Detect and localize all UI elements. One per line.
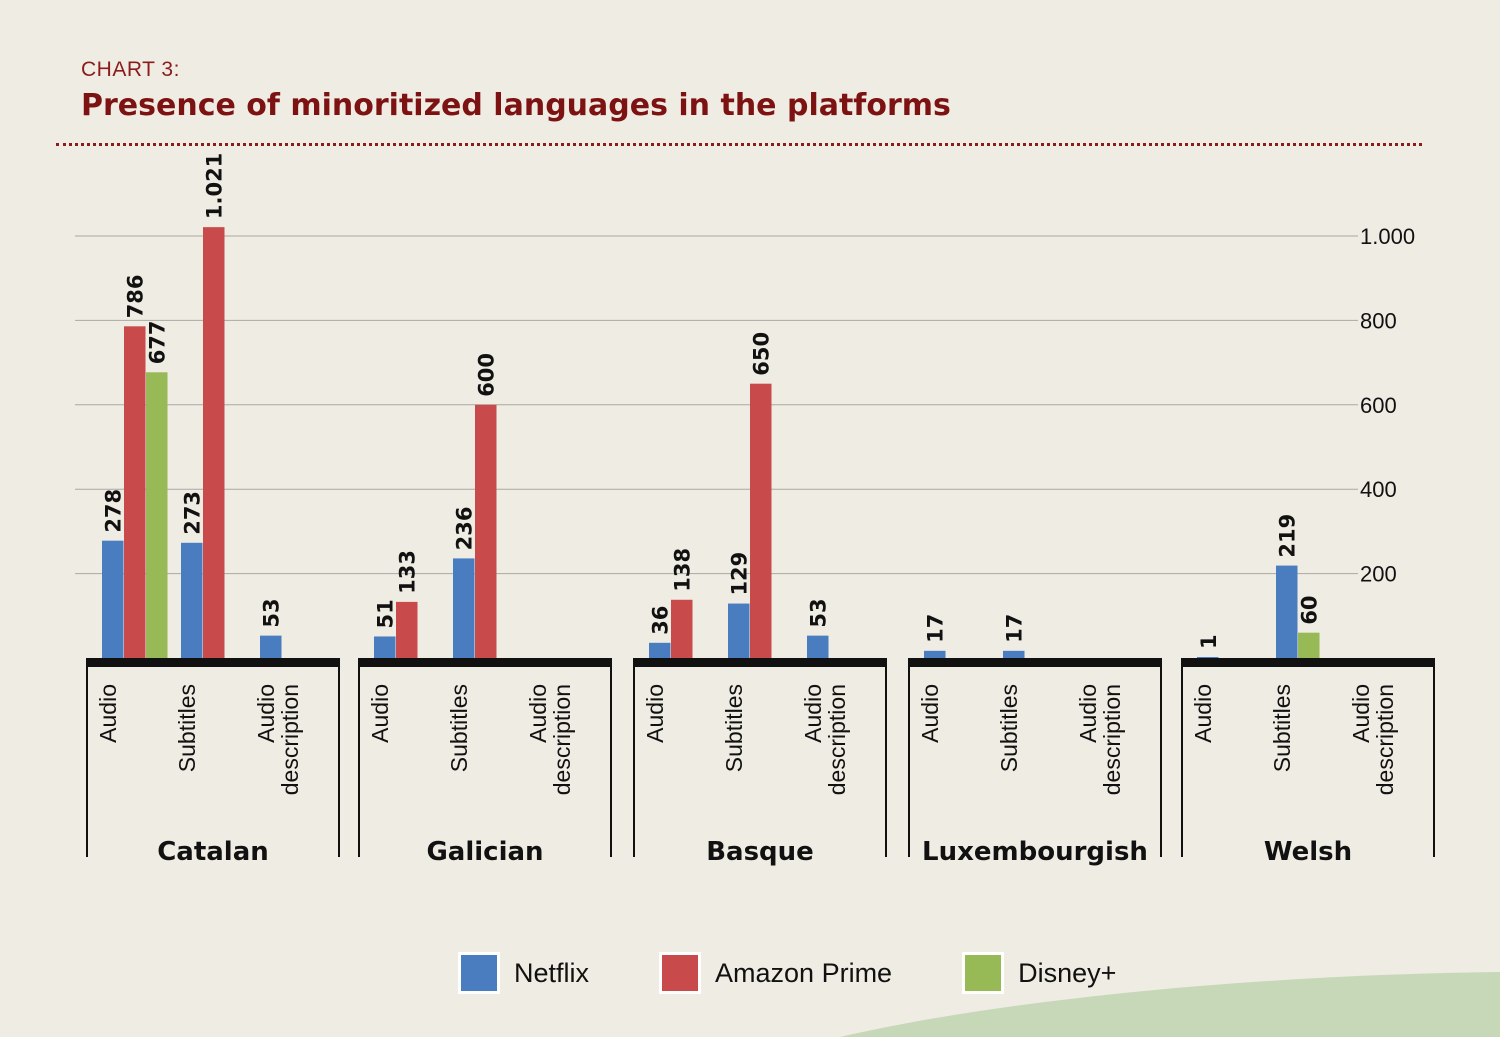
bar-netflix-catalan-audio-description [260, 635, 282, 658]
y-tick-label: 200 [1360, 562, 1397, 587]
group-label-galician: Galician [426, 837, 543, 867]
data-label: 278 [102, 489, 126, 533]
bar-netflix-catalan-audio [102, 540, 124, 658]
data-label: 600 [475, 353, 499, 397]
group-label-welsh: Welsh [1264, 837, 1352, 867]
legend-label-netflix: Netflix [514, 957, 590, 988]
bar-disney-welsh-subtitles [1298, 632, 1320, 658]
legend-item-disney-plus: Disney+ [962, 952, 1116, 994]
data-label: 129 [728, 552, 752, 596]
legend-label-amazon-prime: Amazon Prime [715, 957, 893, 988]
bar-amazon-prime-galician-subtitles [475, 404, 497, 658]
data-label: 51 [374, 599, 398, 628]
category-label-audio: Audio [1190, 684, 1216, 743]
data-label: 17 [1003, 614, 1027, 643]
group-baseline-catalan [86, 658, 340, 667]
category-label-audio: Audio [917, 684, 943, 743]
group-baseline-luxembourgish [908, 658, 1162, 667]
y-tick-label: 400 [1360, 477, 1397, 502]
data-label: 650 [750, 332, 774, 376]
bar-netflix-luxembourgish-audio [924, 650, 946, 658]
legend-swatch-amazon-prime [659, 952, 702, 994]
category-label-subtitles: Subtitles [1269, 684, 1295, 772]
legend-label-disney-plus: Disney+ [1018, 957, 1117, 988]
legend-swatch-netflix [458, 952, 500, 994]
group-label-basque: Basque [706, 837, 814, 867]
bar-netflix-welsh-audio [1197, 657, 1219, 658]
data-label: 133 [396, 550, 420, 594]
category-label-audio-description: Audio [1075, 684, 1101, 743]
bar-netflix-luxembourgish-subtitles [1003, 650, 1025, 658]
bar-amazon-prime-catalan-audio [124, 326, 146, 658]
chart-kicker: CHART 3: [81, 58, 180, 81]
category-label-audio-description: description [549, 684, 575, 795]
data-label: 236 [453, 507, 477, 551]
bar-amazon-prime-catalan-subtitles [203, 227, 225, 658]
y-tick-label: 1.000 [1360, 224, 1415, 249]
y-tick-label: 600 [1360, 393, 1397, 418]
bar-netflix-catalan-subtitles [181, 542, 203, 658]
bar-amazon-prime-galician-audio [396, 601, 418, 658]
category-label-audio-description: Audio [525, 684, 551, 743]
category-label-audio-description: description [1372, 684, 1398, 795]
data-label: 60 [1298, 595, 1322, 624]
bar-netflix-basque-audio-description [807, 635, 829, 658]
category-label-audio-description: Audio [253, 684, 279, 743]
data-label: 53 [260, 598, 284, 627]
data-label: 786 [124, 274, 148, 318]
bar-netflix-galician-subtitles [453, 558, 475, 658]
group-baseline-galician [358, 658, 612, 667]
bar-disney-catalan-audio [146, 372, 168, 658]
bar-netflix-basque-audio [649, 642, 671, 658]
data-label: 17 [924, 614, 948, 643]
legend-item-netflix: Netflix [458, 952, 589, 994]
data-label: 1 [1197, 634, 1221, 649]
category-label-audio: Audio [367, 684, 393, 743]
bar-amazon-prime-basque-subtitles [750, 383, 772, 658]
data-label: 1.021 [203, 153, 227, 219]
category-label-audio: Audio [95, 684, 121, 743]
bar-netflix-galician-audio [374, 636, 396, 658]
category-label-subtitles: Subtitles [996, 684, 1022, 772]
bar-netflix-welsh-subtitles [1276, 565, 1298, 658]
category-label-audio-description: description [824, 684, 850, 795]
data-label: 138 [671, 548, 695, 592]
legend-swatch-disney-plus [962, 952, 1005, 994]
data-label: 273 [181, 491, 205, 535]
group-label-luxembourgish: Luxembourgish [922, 837, 1148, 867]
category-label-subtitles: Subtitles [721, 684, 747, 772]
group-baseline-welsh [1181, 658, 1435, 667]
category-label-audio-description: description [277, 684, 303, 795]
group-baseline-basque [633, 658, 887, 667]
category-label-audio-description: Audio [800, 684, 826, 743]
category-label-subtitles: Subtitles [446, 684, 472, 772]
data-label: 677 [146, 320, 170, 364]
category-label-subtitles: Subtitles [174, 684, 200, 772]
bar-amazon-prime-basque-audio [671, 599, 693, 658]
bar-netflix-basque-subtitles [728, 603, 750, 658]
category-label-audio-description: Audio [1348, 684, 1374, 743]
group-label-catalan: Catalan [157, 837, 269, 867]
y-tick-label: 800 [1360, 308, 1397, 333]
category-label-audio-description: description [1099, 684, 1125, 795]
legend-item-amazon-prime: Amazon Prime [659, 952, 892, 994]
data-label: 36 [649, 606, 673, 635]
category-label-audio: Audio [642, 684, 668, 743]
title-divider [56, 143, 1422, 146]
chart-title: Presence of minoritized languages in the… [81, 88, 951, 123]
legend: Netflix Amazon Prime Disney+ [458, 952, 1116, 994]
data-label: 53 [807, 598, 831, 627]
data-label: 219 [1276, 514, 1300, 558]
